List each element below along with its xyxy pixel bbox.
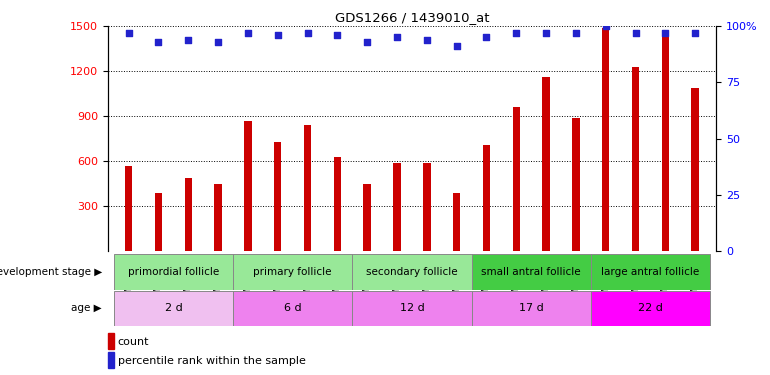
Point	[689, 30, 701, 36]
Bar	[333, 157, 341, 251]
Bar	[393, 163, 400, 251]
Bar	[424, 163, 430, 251]
Bar	[471, 254, 591, 290]
Text: secondary follicle: secondary follicle	[367, 267, 457, 277]
Point	[182, 37, 195, 43]
Bar	[233, 291, 353, 326]
Text: count: count	[118, 336, 149, 346]
Text: 17 d: 17 d	[519, 303, 544, 313]
Bar	[155, 193, 162, 251]
Bar	[572, 118, 580, 251]
Bar	[114, 291, 233, 326]
Point	[391, 34, 403, 40]
Bar	[591, 254, 710, 290]
Bar	[691, 88, 699, 251]
Bar	[108, 352, 115, 368]
Bar	[471, 291, 591, 326]
Point	[659, 30, 671, 36]
Point	[212, 39, 224, 45]
Text: large antral follicle: large antral follicle	[601, 267, 700, 277]
Text: 2 d: 2 d	[165, 303, 182, 313]
Point	[272, 32, 284, 38]
Bar	[304, 125, 311, 251]
Text: development stage ▶: development stage ▶	[0, 267, 102, 277]
Text: primordial follicle: primordial follicle	[128, 267, 219, 277]
Title: GDS1266 / 1439010_at: GDS1266 / 1439010_at	[335, 11, 489, 24]
Point	[152, 39, 165, 45]
Bar	[244, 121, 252, 251]
Bar	[274, 142, 282, 251]
Point	[600, 23, 612, 29]
Bar	[185, 178, 192, 251]
Bar	[214, 184, 222, 251]
Bar	[542, 77, 550, 251]
Text: age ▶: age ▶	[72, 303, 102, 313]
Text: 22 d: 22 d	[638, 303, 663, 313]
Point	[361, 39, 373, 45]
Point	[480, 34, 493, 40]
Bar	[483, 145, 490, 251]
Point	[122, 30, 135, 36]
Bar	[233, 254, 353, 290]
Bar	[353, 254, 471, 290]
Bar	[453, 193, 460, 251]
Point	[301, 30, 313, 36]
Bar	[125, 166, 132, 251]
Point	[629, 30, 641, 36]
Bar	[602, 28, 610, 251]
Point	[450, 44, 463, 50]
Text: 12 d: 12 d	[400, 303, 424, 313]
Point	[511, 30, 523, 36]
Bar	[513, 107, 520, 251]
Bar	[108, 333, 115, 349]
Text: primary follicle: primary follicle	[253, 267, 332, 277]
Point	[540, 30, 552, 36]
Point	[242, 30, 254, 36]
Text: small antral follicle: small antral follicle	[481, 267, 581, 277]
Point	[420, 37, 433, 43]
Bar	[591, 291, 710, 326]
Bar	[632, 67, 639, 251]
Text: percentile rank within the sample: percentile rank within the sample	[118, 356, 306, 366]
Bar	[661, 31, 669, 251]
Point	[331, 32, 343, 38]
Bar	[353, 291, 471, 326]
Bar	[363, 184, 371, 251]
Text: 6 d: 6 d	[284, 303, 302, 313]
Point	[570, 30, 582, 36]
Bar	[114, 254, 233, 290]
